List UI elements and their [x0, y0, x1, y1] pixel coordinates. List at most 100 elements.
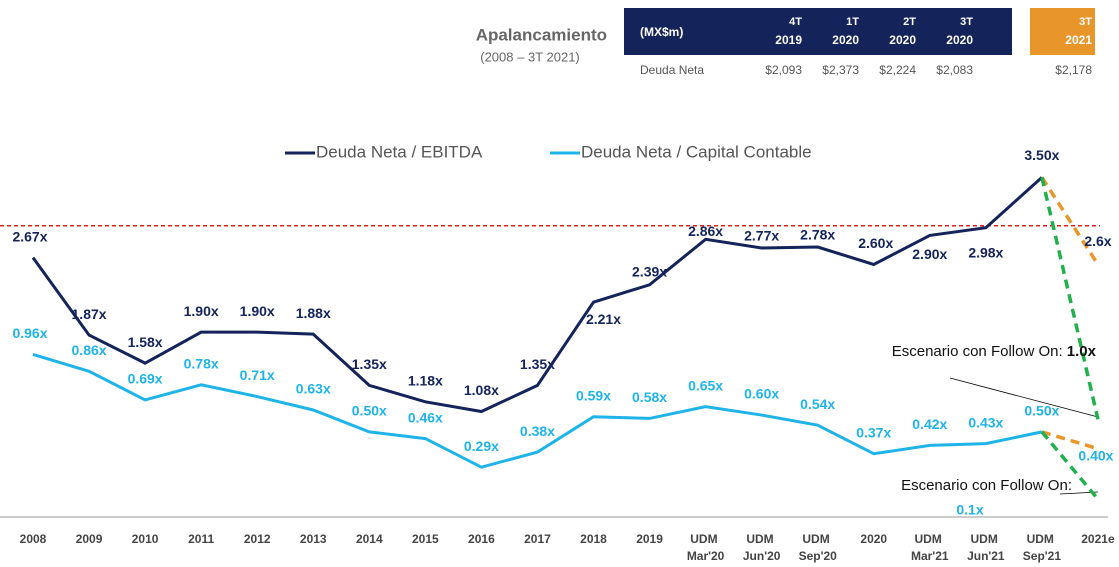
series-line: [32, 353, 1043, 469]
data-label: 0.50x: [1024, 403, 1059, 419]
column-quarter: 2T: [903, 16, 916, 28]
column-year: 2020: [832, 33, 859, 47]
annotation-text: Escenario con Follow On:: [892, 343, 1067, 360]
subtitle: (2008 – 3T 2021): [480, 49, 580, 64]
x-tick-label: UDM Jun'20: [743, 532, 781, 563]
series-line: [31, 176, 1043, 414]
data-label: 0.65x: [688, 377, 723, 393]
data-label: 1.35x: [352, 356, 387, 372]
title: Apalancamiento: [476, 25, 607, 44]
data-label: 0.59x: [576, 387, 611, 403]
data-label: 1.87x: [72, 306, 107, 322]
column-quarter: 3T: [960, 16, 973, 28]
x-tick-label-line: Jun'21: [967, 549, 1005, 563]
data-label: 0.37x: [856, 424, 891, 440]
column-quarter: 1T: [846, 16, 859, 28]
projection-line: [1040, 176, 1100, 420]
data-label: 0.96x: [12, 325, 47, 341]
row-label: Deuda Neta: [640, 63, 704, 77]
x-tick-label-line: UDM: [1027, 532, 1058, 546]
x-tick-label-line: UDM: [746, 532, 777, 546]
x-tick-label: 2008: [20, 532, 47, 546]
data-label: 2.90x: [912, 246, 947, 262]
cell: $2,178: [1055, 63, 1092, 77]
data-label: 2.60x: [858, 235, 893, 251]
cell: $2,224: [879, 63, 916, 77]
legend-label: Deuda Neta / Capital Contable: [581, 142, 812, 161]
x-tick-label: 2016: [468, 532, 495, 546]
data-label: 1.88x: [296, 305, 331, 321]
projection-label: 0.40x: [1078, 447, 1113, 463]
data-label: 0.60x: [744, 386, 779, 402]
x-tick-label: UDM Mar'20: [687, 532, 725, 563]
legend-label: Deuda Neta / EBITDA: [316, 142, 483, 161]
data-label: 2.98x: [968, 244, 1003, 260]
column-year: 2019: [775, 33, 802, 47]
x-tick-label-line: Sep'20: [799, 549, 838, 563]
data-label: 0.42x: [912, 416, 947, 432]
x-tick-label-line: UDM: [802, 532, 833, 546]
data-label: 0.38x: [520, 423, 555, 439]
data-label: 0.29x: [464, 438, 499, 454]
column-year: 2020: [946, 33, 973, 47]
annotation: Escenario con Follow On: 1.0x: [892, 343, 1097, 360]
cell: $2,373: [822, 63, 859, 77]
x-tick-label: UDM Jun'21: [967, 532, 1005, 563]
data-label: 0.46x: [408, 409, 443, 425]
data-label: 0.71x: [240, 367, 275, 383]
column-year: 2021: [1065, 33, 1092, 47]
x-tick-label: 2014: [356, 532, 383, 546]
data-label: 2.21x: [586, 311, 621, 327]
x-tick-label: 2010: [132, 532, 159, 546]
x-tick-label: UDM Sep'21: [1023, 532, 1062, 563]
data-label: 1.08x: [464, 382, 499, 398]
x-tick-label-line: UDM: [690, 532, 721, 546]
annotation-arrow: [949, 377, 1099, 418]
projection-label: 1.0x: [1067, 343, 1097, 360]
x-tick-label: UDM Sep'20: [799, 532, 838, 563]
data-label: 3.50x: [1024, 147, 1059, 163]
x-tick-label-line: Jun'20: [743, 549, 781, 563]
projection-line: [1041, 430, 1099, 451]
x-tick-label-line: Mar'20: [687, 549, 725, 563]
data-label: 2.77x: [744, 228, 779, 244]
annotation: Escenario con Follow On:: [901, 477, 1072, 494]
data-label: 0.86x: [72, 342, 107, 358]
data-label: 0.63x: [296, 381, 331, 397]
data-label: 2.39x: [632, 263, 667, 279]
x-tick-label: 2015: [412, 532, 439, 546]
column-quarter: 3T: [1079, 16, 1092, 28]
data-label: 2.78x: [800, 227, 835, 243]
data-label: 0.43x: [968, 414, 1003, 430]
data-label: 2.67x: [12, 228, 47, 244]
data-label: 0.50x: [352, 403, 387, 419]
x-tick-label: 2018: [580, 532, 607, 546]
data-label: 0.58x: [632, 389, 667, 405]
x-tick-label-line: UDM: [914, 532, 945, 546]
x-tick-label-line: Sep'21: [1023, 549, 1062, 563]
table-header-highlight: [1030, 8, 1095, 55]
data-label: 1.35x: [520, 356, 555, 372]
x-tick-label: 2019: [636, 532, 663, 546]
data-label: 0.78x: [184, 355, 219, 371]
data-label: 1.90x: [240, 303, 275, 319]
cell: $2,093: [765, 63, 802, 77]
table-corner: (MX$m): [640, 25, 683, 39]
projection-label: 2.6x: [1084, 233, 1111, 249]
data-label: 0.54x: [800, 396, 835, 412]
data-label: 1.18x: [408, 373, 443, 389]
x-tick-label: 2021e: [1081, 532, 1115, 546]
x-tick-label: 2017: [524, 532, 551, 546]
x-tick-label: 2011: [188, 532, 214, 546]
x-tick-label: UDM Mar'21: [911, 532, 949, 563]
projection-label: 0.1x: [956, 502, 983, 518]
column-year: 2020: [889, 33, 916, 47]
column-quarter: 4T: [789, 16, 802, 28]
data-label: 1.90x: [184, 303, 219, 319]
data-label: 1.58x: [128, 334, 163, 350]
x-tick-label: 2009: [76, 532, 103, 546]
x-tick-label: 2013: [300, 532, 327, 546]
cell: $2,083: [936, 63, 973, 77]
x-tick-label-line: UDM: [971, 532, 1002, 546]
